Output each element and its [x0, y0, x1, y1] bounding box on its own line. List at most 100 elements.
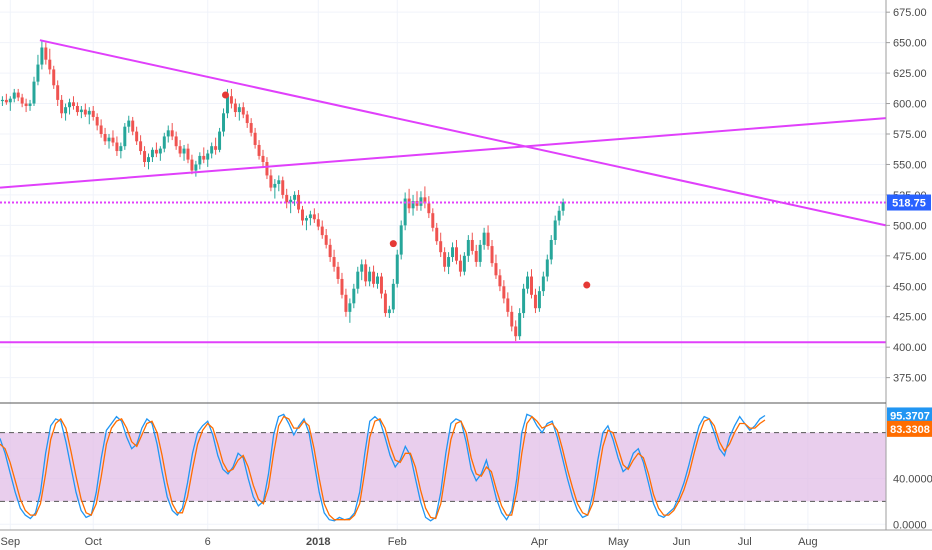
candle	[60, 95, 64, 119]
candle-body	[510, 311, 514, 327]
candle-body	[502, 286, 506, 299]
candle-body	[237, 107, 241, 113]
candle-body	[458, 260, 462, 272]
ascending-line-line[interactable]	[0, 117, 887, 189]
candle-body	[194, 164, 198, 171]
candle-body	[28, 103, 32, 106]
candle-body	[119, 146, 123, 152]
time-tick-label: 2018	[306, 536, 330, 548]
candle-body	[435, 227, 439, 242]
candle	[277, 175, 281, 192]
candle	[48, 48, 52, 75]
price-tick-label: 475.00	[893, 251, 927, 263]
candle	[253, 127, 257, 149]
candle-body	[12, 92, 16, 99]
candle-body	[198, 155, 202, 165]
candle	[320, 220, 324, 239]
candle-body	[241, 107, 245, 115]
candle-body	[344, 294, 348, 312]
candle-body	[115, 142, 119, 152]
candle-body	[423, 197, 427, 204]
time-tick-label: Feb	[388, 536, 407, 548]
candle-body	[526, 276, 530, 289]
candle	[222, 108, 226, 137]
candle	[399, 220, 403, 260]
candle-body	[131, 120, 135, 132]
candle-body	[166, 130, 170, 137]
candle-body	[71, 102, 75, 106]
candle-body	[395, 254, 399, 284]
candle	[95, 113, 99, 131]
candle-body	[352, 288, 356, 304]
candle-body	[320, 226, 324, 236]
candle	[332, 249, 336, 272]
candle-body	[403, 198, 407, 226]
time-tick-label: Jun	[673, 536, 691, 548]
candle	[336, 261, 340, 284]
candle	[470, 232, 474, 255]
candle-body	[24, 103, 28, 106]
osc-tick-label: 40.0000	[893, 473, 932, 485]
candle-body	[48, 59, 52, 70]
candle-body	[147, 157, 150, 163]
candle-body	[139, 141, 143, 152]
candle-body	[312, 214, 316, 220]
candle-body	[451, 247, 455, 258]
candle-body	[533, 294, 537, 309]
candle-body	[135, 131, 139, 142]
candle	[8, 96, 12, 111]
candle-body	[439, 241, 443, 253]
candle	[214, 137, 218, 155]
candle-body	[269, 175, 273, 188]
candle	[28, 99, 32, 111]
candle	[352, 283, 356, 309]
candle-body	[431, 213, 435, 228]
candle-body	[506, 298, 510, 312]
candle-body	[285, 194, 289, 203]
candle	[541, 271, 545, 297]
candle-body	[490, 246, 494, 264]
candle	[545, 254, 549, 282]
price-tick-label: 625.00	[893, 68, 927, 80]
price-tick-label: 375.00	[893, 373, 927, 385]
candle-body	[75, 105, 79, 113]
trendlines[interactable]	[0, 39, 887, 344]
candle	[170, 123, 174, 141]
candle-body	[40, 47, 44, 65]
candle	[344, 288, 348, 317]
candle-body	[466, 239, 470, 256]
candle	[0, 96, 4, 106]
candle	[273, 179, 277, 199]
candle	[454, 239, 458, 265]
candle	[245, 110, 249, 128]
candle	[166, 125, 170, 143]
candle	[466, 235, 470, 262]
red-dot-2	[389, 240, 397, 248]
markers	[221, 91, 591, 289]
candle	[139, 135, 143, 155]
candle	[383, 289, 387, 317]
candle-body	[64, 107, 68, 114]
candle	[451, 242, 455, 262]
candle-body	[202, 155, 206, 160]
last-price-label: 518.75	[892, 198, 926, 210]
candle	[364, 259, 368, 287]
candle-body	[281, 180, 285, 195]
candle	[75, 102, 79, 116]
candle-body	[530, 276, 533, 295]
candle	[557, 205, 561, 226]
candle-body	[265, 162, 269, 176]
candle-body	[162, 136, 166, 149]
candle	[324, 229, 328, 249]
candle-body	[383, 293, 387, 314]
oscillator-lines	[0, 413, 766, 522]
candle-body	[522, 288, 526, 314]
price-tick-label: 675.00	[893, 7, 927, 19]
candle	[56, 80, 60, 106]
candle	[147, 153, 150, 170]
descending-resistance-line[interactable]	[39, 39, 887, 227]
candle-body	[332, 257, 336, 267]
